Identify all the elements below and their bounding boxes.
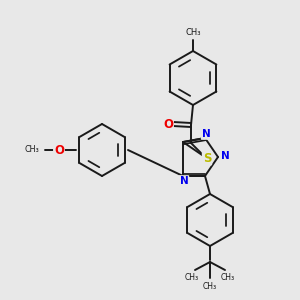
Text: N: N	[220, 151, 230, 161]
Text: N: N	[202, 129, 210, 139]
Text: S: S	[203, 152, 211, 164]
Text: N: N	[180, 176, 188, 186]
Text: CH₃: CH₃	[203, 282, 217, 291]
Text: O: O	[54, 143, 64, 157]
Text: CH₃: CH₃	[24, 146, 39, 154]
Text: CH₃: CH₃	[221, 273, 235, 282]
Text: CH₃: CH₃	[185, 28, 201, 37]
Text: O: O	[163, 118, 173, 130]
Text: CH₃: CH₃	[185, 273, 199, 282]
